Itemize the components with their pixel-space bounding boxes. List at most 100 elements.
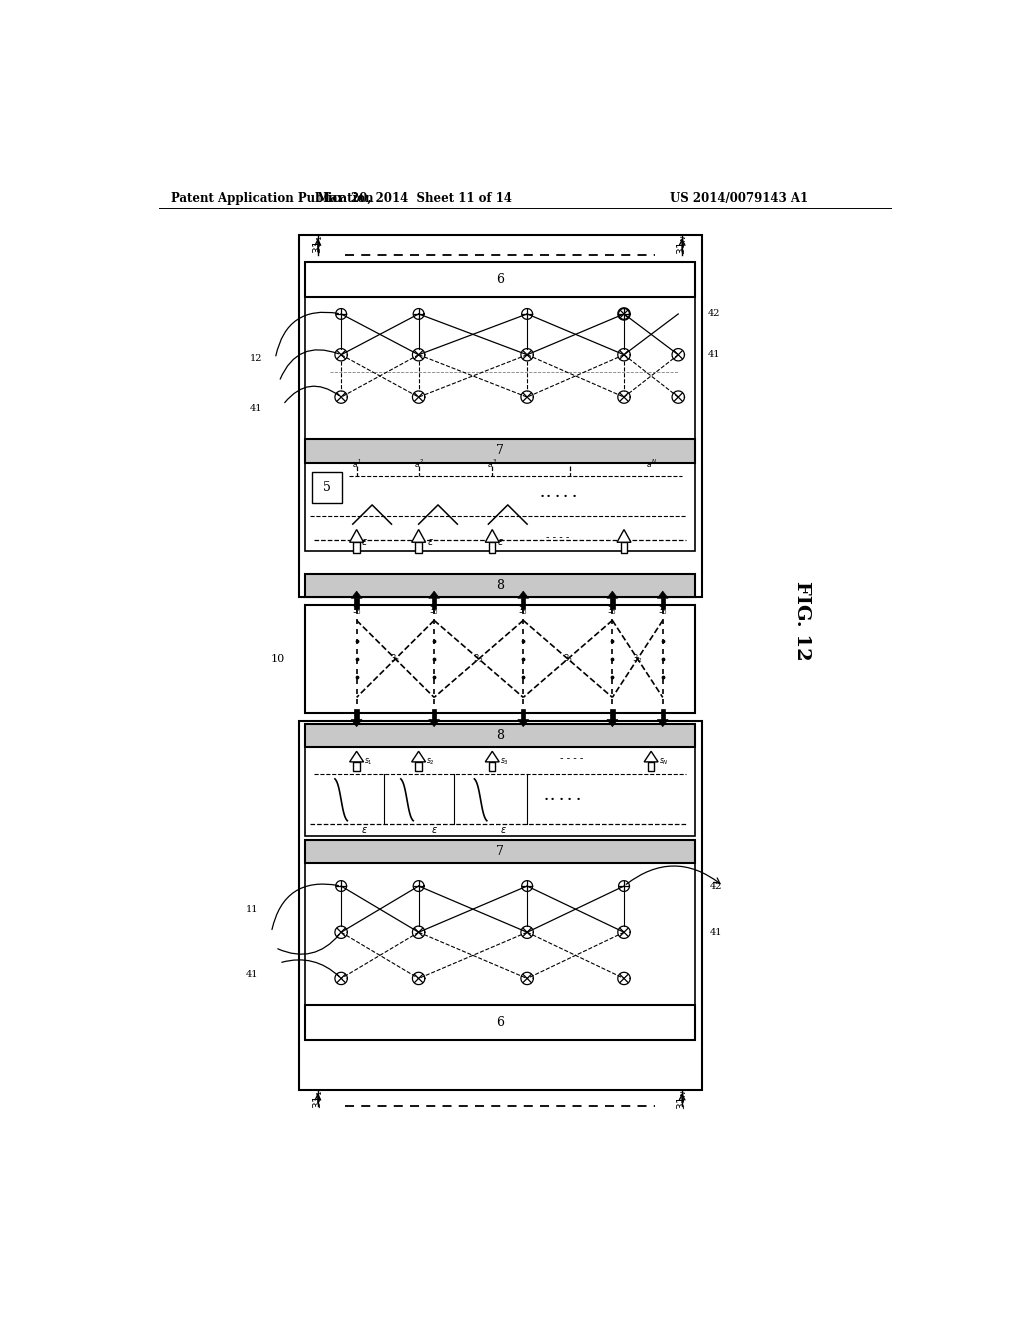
Polygon shape [621,543,627,553]
Bar [312,471,342,503]
Bar [305,840,695,863]
Polygon shape [648,762,654,771]
Polygon shape [607,719,617,726]
Text: 12: 12 [250,354,262,363]
Polygon shape [416,762,422,771]
Text: $\bullet\bullet\bullet\bullet\bullet$: $\bullet\bullet\bullet\bullet\bullet$ [539,491,577,499]
Polygon shape [354,598,358,609]
Polygon shape [353,543,359,553]
Text: $a^1$: $a^1$ [351,458,361,470]
Bar [299,721,701,1090]
Polygon shape [349,529,364,543]
Polygon shape [489,543,496,553]
Text: 6: 6 [496,273,504,286]
Bar [305,462,695,552]
Bar [305,440,695,462]
Polygon shape [644,751,658,762]
Polygon shape [485,529,500,543]
Text: $\varepsilon$: $\varepsilon$ [497,537,504,546]
Text: $s_N$: $s_N$ [658,756,669,767]
Bar [305,863,695,1006]
Text: 41: 41 [246,970,258,979]
Text: - - - -: - - - - [560,754,584,763]
Text: 41: 41 [710,928,722,937]
Bar [299,235,701,598]
Polygon shape [432,598,436,609]
Polygon shape [485,751,500,762]
Text: $3_2$: $3_2$ [473,652,484,665]
Bar [305,574,695,598]
Text: $3_1$: $3_1$ [390,652,400,665]
Polygon shape [607,591,617,598]
Polygon shape [660,709,665,719]
Text: $31_1$: $31_1$ [311,1090,325,1109]
Polygon shape [353,762,359,771]
Text: $31_N$: $31_N$ [675,1089,689,1110]
Text: 41: 41 [250,404,262,413]
Polygon shape [351,719,362,726]
Text: $3_0$: $3_0$ [518,605,528,618]
Polygon shape [617,529,631,543]
Polygon shape [657,591,669,598]
Bar [305,725,695,747]
Polygon shape [349,751,364,762]
Polygon shape [521,709,525,719]
Text: $s_2$: $s_2$ [426,756,435,767]
Text: - - - -: - - - - [547,532,569,541]
Text: $a^N$: $a^N$ [646,458,656,470]
Text: $3_0$: $3_0$ [657,605,668,618]
Polygon shape [610,598,614,609]
Text: $\varepsilon$: $\varepsilon$ [431,825,437,834]
Text: $3_1$: $3_1$ [562,652,573,665]
Text: $31_N$: $31_N$ [675,235,689,255]
Text: 11: 11 [246,904,258,913]
Text: $3_0$: $3_0$ [429,605,439,618]
Text: $\varepsilon$: $\varepsilon$ [360,825,368,834]
Polygon shape [432,709,436,719]
Text: FIG. 12: FIG. 12 [794,581,811,660]
Text: $s_1$: $s_1$ [365,756,373,767]
Text: 42: 42 [710,882,722,891]
Polygon shape [521,598,525,609]
Polygon shape [416,543,422,553]
Text: Mar. 20, 2014  Sheet 11 of 14: Mar. 20, 2014 Sheet 11 of 14 [317,191,512,205]
Text: $3_2$: $3_2$ [632,652,643,665]
Text: 8: 8 [496,579,504,593]
Bar [305,747,695,836]
Text: 7: 7 [496,845,504,858]
Text: 5: 5 [324,480,331,494]
Bar [305,297,695,440]
Polygon shape [518,719,528,726]
Polygon shape [412,529,426,543]
Polygon shape [351,591,362,598]
Polygon shape [412,751,426,762]
Text: 6: 6 [496,1016,504,1030]
Polygon shape [610,709,614,719]
Text: $\varepsilon$: $\varepsilon$ [501,825,507,834]
Bar [305,263,695,297]
Polygon shape [429,719,439,726]
Bar [305,605,695,713]
Text: 42: 42 [708,309,720,318]
Polygon shape [429,591,439,598]
Polygon shape [489,762,496,771]
Text: $31_1$: $31_1$ [311,235,325,255]
Polygon shape [518,591,528,598]
Text: $a^3$: $a^3$ [487,458,498,470]
Text: US 2014/0079143 A1: US 2014/0079143 A1 [671,191,809,205]
Text: $s_3$: $s_3$ [500,756,509,767]
Text: 8: 8 [496,730,504,742]
Bar [305,1006,695,1040]
Text: $\varepsilon$: $\varepsilon$ [360,537,368,546]
Text: $\varepsilon$: $\varepsilon$ [427,537,434,546]
Polygon shape [660,598,665,609]
Text: $\bullet\bullet\bullet\bullet\bullet$: $\bullet\bullet\bullet\bullet\bullet$ [543,793,581,803]
Text: $3_0$: $3_0$ [351,605,361,618]
Text: Patent Application Publication: Patent Application Publication [171,191,373,205]
Polygon shape [657,719,669,726]
Text: 10: 10 [270,653,285,664]
Text: $3_0$: $3_0$ [607,605,617,618]
Text: 7: 7 [496,445,504,458]
Polygon shape [354,709,358,719]
Text: 41: 41 [708,350,720,359]
